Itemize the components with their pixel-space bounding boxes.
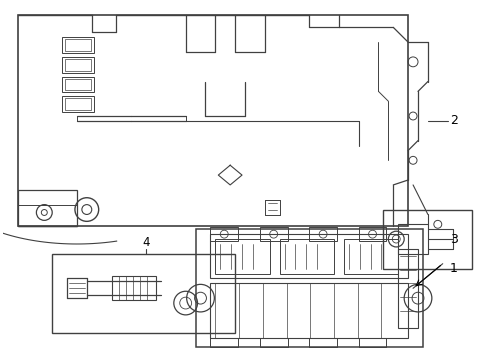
- Bar: [65, 78, 91, 90]
- Bar: [62, 57, 94, 73]
- Text: 1: 1: [450, 262, 458, 275]
- Bar: [383, 210, 472, 269]
- Bar: [260, 227, 288, 241]
- Bar: [309, 338, 337, 347]
- Bar: [215, 239, 270, 274]
- Bar: [398, 224, 428, 254]
- Bar: [65, 59, 91, 71]
- Bar: [62, 77, 94, 93]
- Bar: [62, 96, 94, 112]
- Bar: [359, 338, 387, 347]
- Bar: [344, 239, 398, 274]
- Bar: [52, 254, 235, 333]
- Bar: [280, 239, 334, 274]
- Bar: [65, 39, 91, 51]
- Bar: [62, 37, 94, 53]
- Bar: [210, 338, 238, 347]
- Bar: [18, 15, 408, 226]
- Bar: [398, 249, 418, 328]
- Bar: [65, 98, 91, 110]
- Bar: [210, 283, 408, 338]
- Text: 4: 4: [143, 236, 150, 249]
- Bar: [18, 190, 77, 226]
- Bar: [359, 227, 387, 241]
- Bar: [260, 338, 288, 347]
- Bar: [196, 229, 423, 347]
- Bar: [309, 227, 337, 241]
- Text: 3: 3: [450, 233, 458, 246]
- Bar: [210, 227, 238, 241]
- Bar: [210, 234, 408, 278]
- Bar: [112, 276, 156, 300]
- Text: 2: 2: [450, 114, 458, 127]
